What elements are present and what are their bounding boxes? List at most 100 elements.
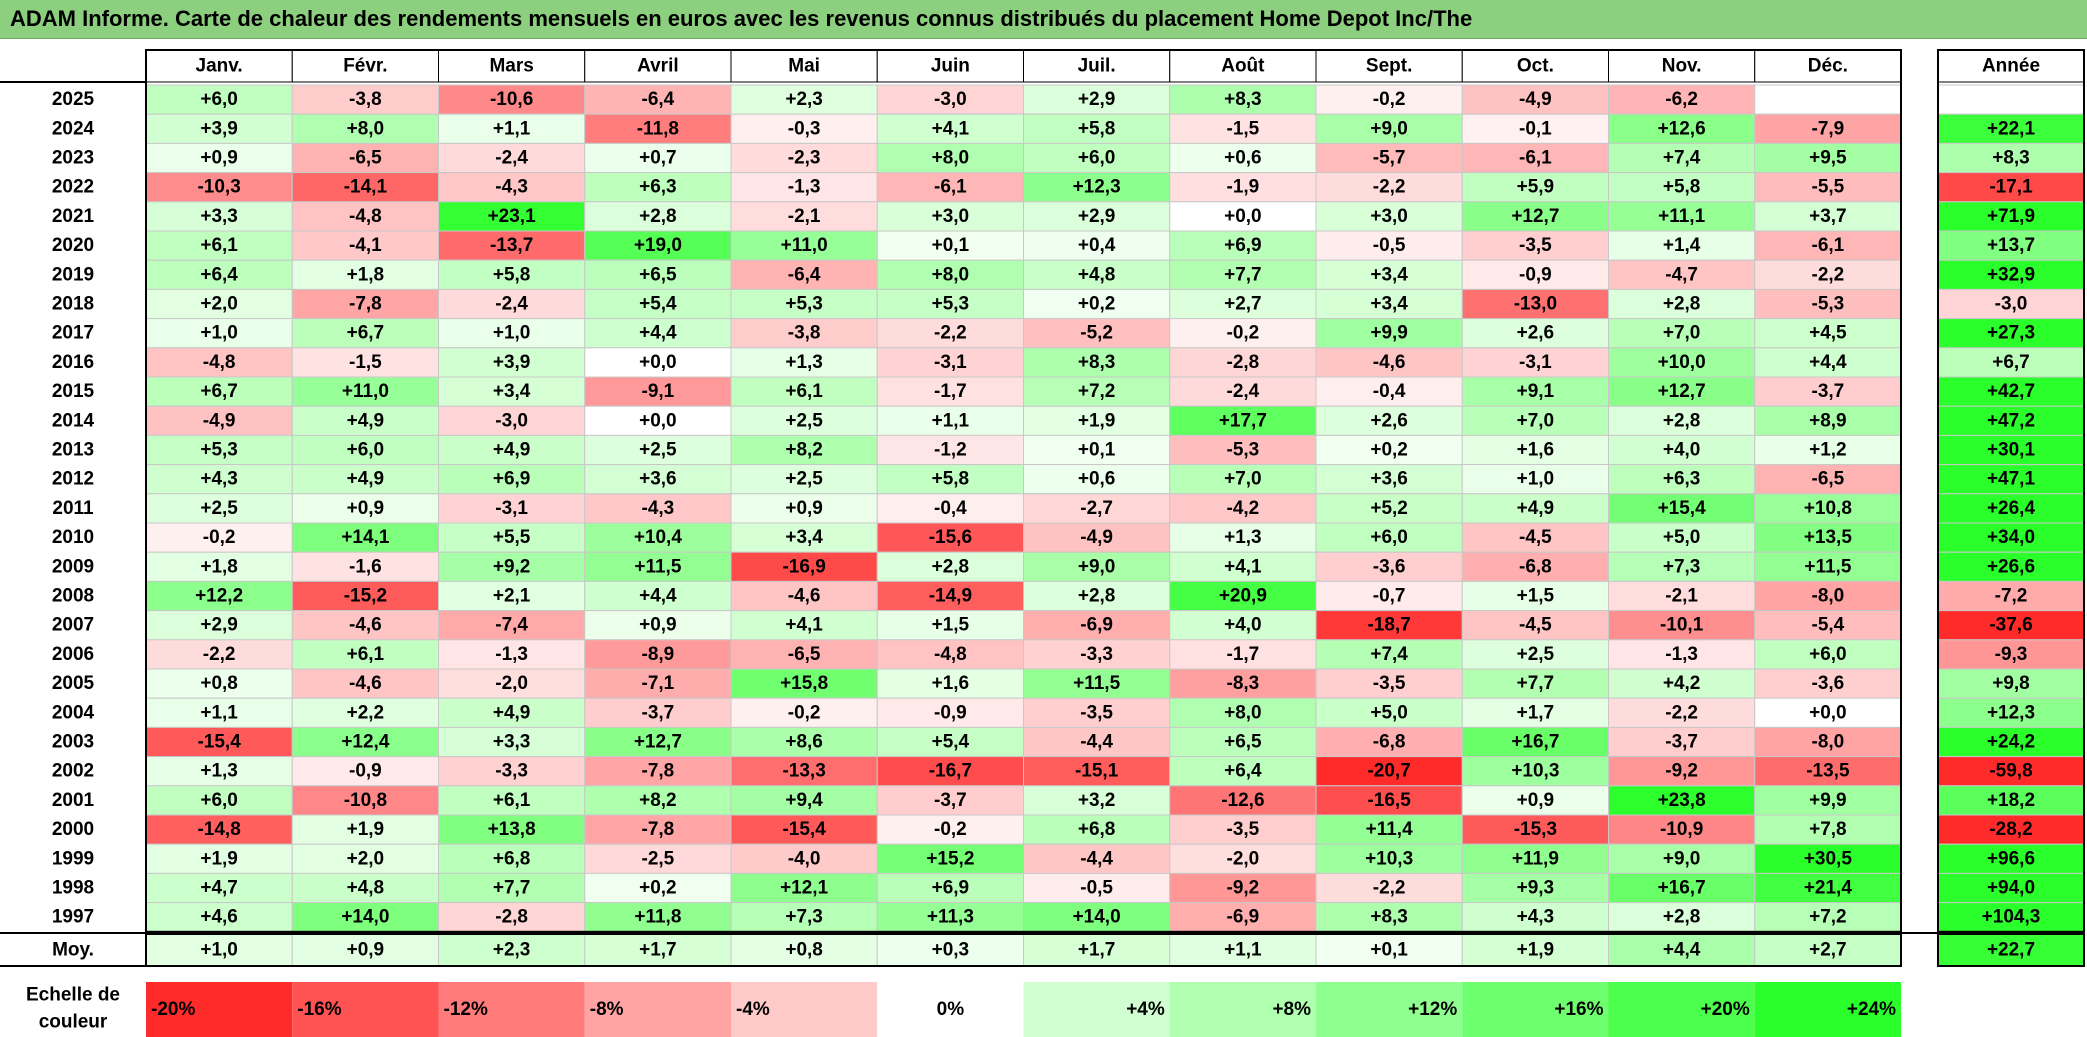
cell-value: +6,7 [347, 323, 385, 344]
heatmap-cell [1608, 697, 1756, 728]
cell-value: +9,1 [1517, 381, 1555, 402]
cell-value: +2,5 [200, 498, 238, 519]
cell-value: +6,9 [1224, 235, 1262, 256]
cell-value: +0,9 [1517, 790, 1555, 811]
cell-value: +6,1 [493, 790, 531, 811]
annual-value: +18,2 [1987, 790, 2035, 811]
heatmap-cell [438, 639, 586, 670]
heatmap-cell [145, 434, 293, 466]
heatmap-cell [291, 610, 439, 641]
heatmap-cell [584, 785, 732, 816]
average-value: +2,3 [493, 940, 531, 961]
cell-value: -3,5 [1080, 702, 1113, 723]
heatmap-cell [1169, 376, 1317, 407]
cell-value: +6,0 [1809, 644, 1847, 665]
cell-value: +8,2 [785, 440, 823, 461]
heatmap-cell [1315, 580, 1463, 612]
heatmap-cell [1315, 843, 1463, 874]
heatmap-cell [291, 113, 439, 144]
heatmap-cell [1315, 464, 1463, 495]
heatmap-cell [730, 259, 878, 290]
cell-value: -15,3 [1514, 819, 1557, 840]
heatmap-cell [291, 230, 439, 261]
heatmap-cell [1754, 639, 1902, 670]
heatmap-cell [730, 902, 878, 933]
scale-swatch [292, 982, 439, 1037]
cell-value: +0,6 [1224, 148, 1262, 169]
cell-value: +2,9 [200, 615, 238, 636]
annual-value: +12,3 [1987, 702, 2035, 723]
heatmap-cell [876, 84, 1024, 115]
heatmap-cell [1169, 843, 1317, 874]
annual-value: -7,2 [1995, 586, 2028, 607]
month-header-label: Déc. [1808, 56, 1848, 77]
year-label: 2007 [52, 615, 94, 636]
heatmap-cell [438, 376, 586, 407]
cell-value: +20,9 [1219, 586, 1267, 607]
cell-value: +2,5 [785, 469, 823, 490]
heatmap-cell [730, 610, 878, 641]
cell-value: -8,3 [1227, 673, 1260, 694]
heatmap-cell [291, 405, 439, 436]
month-header-cell [438, 49, 586, 83]
year-label: 2000 [52, 819, 94, 840]
heatmap-cell [1315, 405, 1463, 436]
cell-value: +4,1 [932, 118, 970, 139]
cell-value: +0,4 [1078, 235, 1116, 256]
cell-value: -15,4 [782, 819, 826, 840]
annual-cell [1937, 697, 2085, 728]
heatmap-cell [1169, 814, 1317, 845]
heatmap-cell [1461, 172, 1609, 203]
heatmap-cell [1754, 493, 1902, 524]
cell-value: -5,5 [1812, 177, 1845, 198]
cell-value: +10,3 [1365, 848, 1413, 869]
heatmap-cell [876, 785, 1024, 816]
cell-value: +5,9 [1517, 177, 1555, 198]
average-value: +1,7 [639, 940, 677, 961]
heatmap-cell [730, 434, 878, 466]
average-label: Moy. [52, 940, 94, 961]
cell-value: -3,3 [495, 761, 528, 782]
heatmap-cell [1461, 493, 1609, 524]
heatmap-cell [1461, 843, 1609, 874]
heatmap-cell [1169, 785, 1317, 816]
cell-value: -0,2 [1227, 323, 1260, 344]
cell-value: +1,0 [493, 323, 531, 344]
heatmap-cell [145, 464, 293, 495]
cell-value: -3,1 [1519, 352, 1552, 373]
cell-value: +7,3 [1663, 556, 1701, 577]
month-header-label: Févr. [343, 56, 387, 77]
heatmap-cell [584, 376, 732, 407]
cell-value: -3,5 [1373, 673, 1406, 694]
cell-value: +21,4 [1804, 878, 1853, 899]
month-header-label: Juin [931, 56, 970, 77]
heatmap-cell [1608, 434, 1756, 466]
heatmap-cell [1461, 639, 1609, 670]
heatmap-cell [876, 902, 1024, 933]
cell-value: +1,1 [493, 118, 531, 139]
cell-value: -0,3 [788, 118, 821, 139]
heatmap-cell [730, 288, 878, 320]
heatmap-cell [1461, 434, 1609, 466]
heatmap-cell [291, 376, 439, 407]
heatmap-cell [145, 405, 293, 436]
cell-value: -0,5 [1373, 235, 1406, 256]
annual-cell [1937, 172, 2085, 203]
heatmap-cell [1315, 522, 1463, 553]
cell-value: -10,1 [1660, 615, 1704, 636]
scale-swatch-label: +16% [1554, 999, 1603, 1020]
cell-value: +2,1 [493, 586, 531, 607]
cell-value: +11,3 [927, 907, 974, 928]
heatmap-cell [584, 522, 732, 553]
heatmap-cell [1608, 814, 1756, 845]
cell-value: -6,8 [1519, 556, 1552, 577]
cell-value: +5,8 [1663, 177, 1701, 198]
cell-value: -2,1 [788, 206, 821, 227]
cell-value: -4,8 [349, 206, 382, 227]
cell-value: +1,8 [347, 264, 385, 285]
heatmap-cell [876, 113, 1024, 144]
heatmap-cell [876, 434, 1024, 466]
heatmap-cell [291, 668, 439, 699]
cell-value: -8,9 [642, 644, 675, 665]
heatmap-cell [1754, 405, 1902, 436]
